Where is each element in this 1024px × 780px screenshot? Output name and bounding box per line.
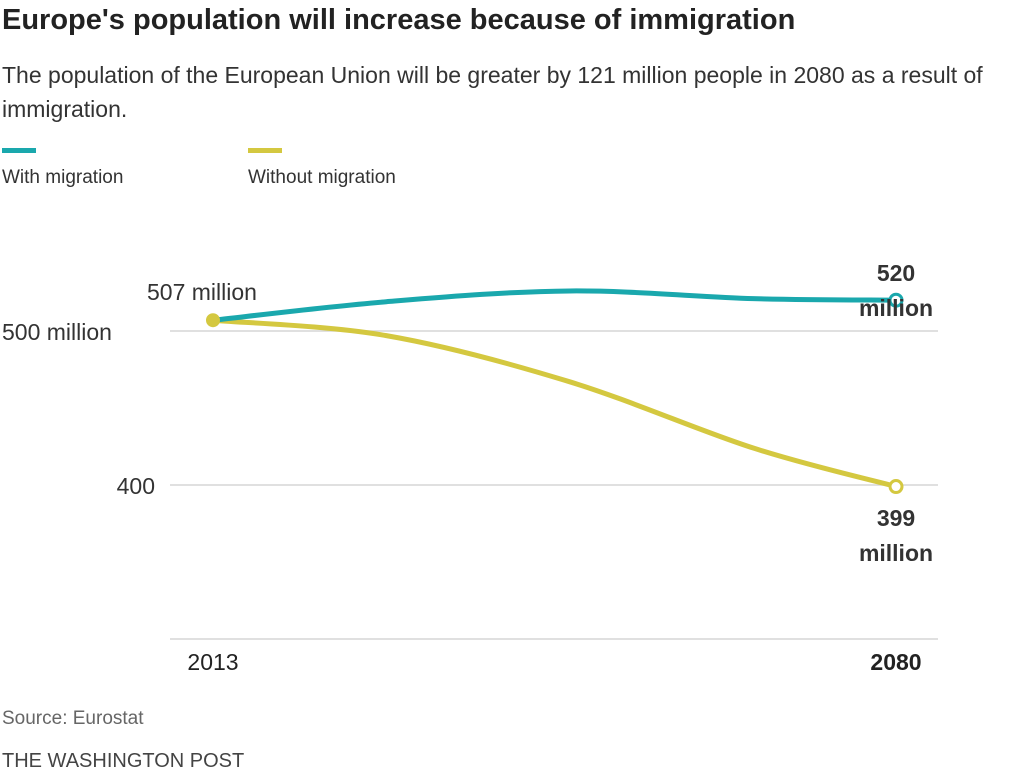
- legend-swatch: [2, 148, 36, 153]
- legend-item-with-migration: With migration: [2, 148, 123, 189]
- annotation-start: 507 million: [147, 279, 257, 305]
- end-point-marker: [888, 479, 904, 495]
- annotation-with-migration-unit: million: [859, 295, 933, 321]
- x-tick-label: 2013: [187, 649, 238, 675]
- source-note: Source: Eurostat: [2, 708, 144, 729]
- annotation-without-migration-value: 399: [877, 505, 915, 531]
- legend-label: With migration: [2, 167, 124, 188]
- legend-item-without-migration: Without migration: [248, 148, 396, 189]
- series-line-with-migration: [210, 288, 899, 323]
- series-line-without-migration: [210, 317, 899, 490]
- end-point-marker: [888, 292, 904, 308]
- annotation-without-migration-unit: million: [859, 540, 933, 566]
- x-tick-label: 2080: [870, 649, 921, 675]
- annotation-with-migration-value: 520: [877, 260, 915, 286]
- start-point-marker: [206, 313, 220, 328]
- publisher-credit: THE WASHINGTON POST: [2, 750, 245, 772]
- y-tick-label: 400: [117, 473, 155, 499]
- chart-subtitle: The population of the European Union wil…: [2, 62, 983, 122]
- y-tick-label: 500 million: [2, 319, 112, 345]
- legend-label: Without migration: [248, 167, 396, 188]
- legend-swatch: [248, 148, 282, 153]
- chart-title: Europe's population will increase becaus…: [2, 4, 796, 36]
